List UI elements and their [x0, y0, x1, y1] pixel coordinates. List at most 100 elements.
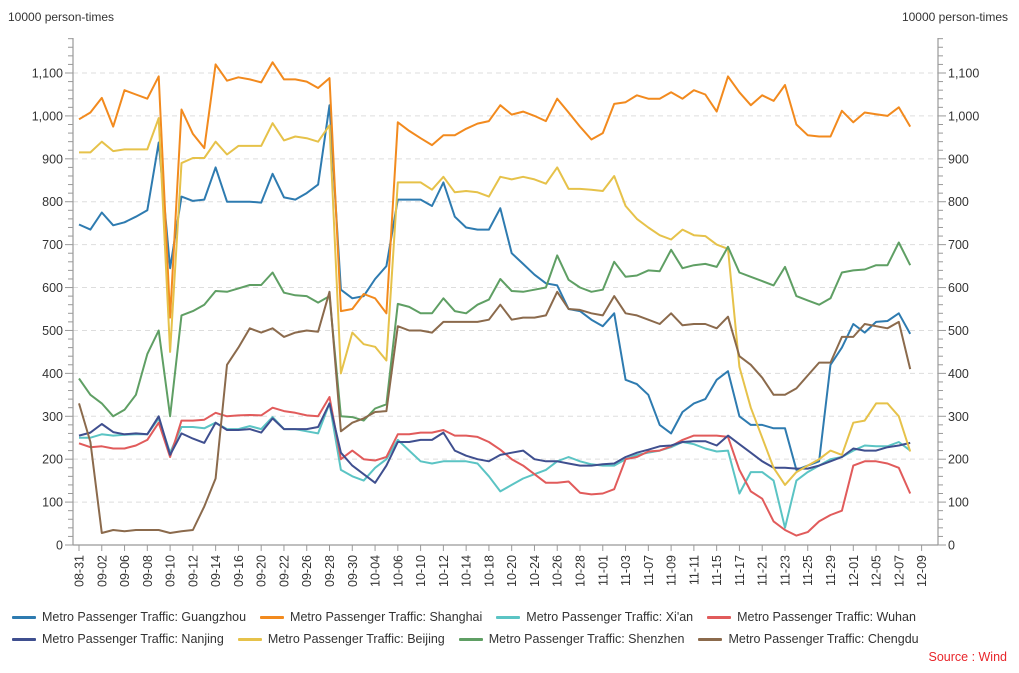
y-tick-label-left: 100	[42, 496, 63, 510]
x-tick-label: 12-07	[892, 555, 906, 587]
x-tick-label: 09-22	[277, 555, 291, 587]
x-tick-label: 10-10	[414, 555, 428, 587]
legend-item-wuhan[interactable]: Metro Passenger Traffic: Wuhan	[707, 610, 916, 624]
series-line-shenzhen	[78, 241, 912, 422]
series-line-shanghai	[78, 61, 912, 319]
legend-label: Metro Passenger Traffic: Guangzhou	[42, 610, 247, 624]
left-axis-unit-label: 10000 person-times	[8, 10, 115, 24]
legend-label: Metro Passenger Traffic: Xi'an	[526, 610, 694, 624]
y-tick-label-left: 0	[56, 539, 63, 553]
line-chart: 0 0 100 100 200 200 300 300 400 400 500 500 600 600 70…	[32, 38, 979, 587]
legend-swatch-xian	[496, 615, 521, 619]
y-tick-label-right: 700	[948, 238, 969, 252]
x-tick-label: 11-17	[733, 555, 747, 586]
y-tick-label-right: 200	[948, 453, 969, 467]
y-tick-label-right: 300	[948, 410, 969, 424]
axes: 0 0 100 100 200 200 300 300 400 400 500 500 600 600 70…	[32, 38, 979, 587]
x-tick-label: 11-21	[756, 555, 770, 586]
x-tick-label: 10-12	[437, 555, 451, 587]
legend: Metro Passenger Traffic: Guangzhou Metro…	[12, 606, 1012, 650]
x-tick-label: 09-20	[255, 555, 269, 587]
x-tick-label: 11-03	[619, 555, 633, 586]
x-tick-label: 09-16	[232, 555, 246, 587]
x-tick-label: 11-01	[596, 555, 610, 586]
y-tick-label-left: 500	[42, 324, 63, 338]
y-tick-label-right: 400	[948, 367, 969, 381]
x-tick-label: 12-05	[870, 555, 884, 587]
legend-item-shenzhen[interactable]: Metro Passenger Traffic: Shenzhen	[458, 632, 685, 646]
y-tick-label-left: 1,100	[32, 67, 63, 81]
legend-swatch-nanjing	[12, 637, 36, 641]
y-tick-label-right: 1,000	[948, 109, 979, 123]
legend-row-1: Metro Passenger Traffic: Guangzhou Metro…	[12, 606, 1012, 628]
legend-swatch-shenzhen	[458, 637, 483, 641]
y-tick-label-right: 600	[948, 281, 969, 295]
legend-label: Metro Passenger Traffic: Chengdu	[728, 632, 919, 646]
x-tick-label: 08-31	[73, 555, 87, 587]
x-tick-label: 09-26	[300, 555, 314, 587]
legend-row-2: Metro Passenger Traffic: Nanjing Metro P…	[12, 628, 1012, 650]
right-axis-unit-label: 10000 person-times	[901, 10, 1008, 24]
series-lines	[78, 61, 912, 537]
legend-swatch-guangzhou	[12, 615, 36, 619]
x-tick-label: 11-29	[824, 555, 838, 586]
source-note: Source : Wind	[928, 650, 1007, 664]
legend-label: Metro Passenger Traffic: Shenzhen	[488, 632, 685, 646]
series-line-guangzhou	[78, 104, 912, 471]
legend-item-beijing[interactable]: Metro Passenger Traffic: Beijing	[237, 632, 445, 646]
y-tick-label-right: 900	[948, 152, 969, 166]
series-line-beijing	[79, 117, 912, 486]
x-tick-label: 09-14	[209, 555, 223, 587]
x-tick-label: 12-01	[847, 555, 861, 587]
legend-swatch-shanghai	[260, 615, 285, 619]
y-tick-label-left: 600	[42, 281, 63, 295]
x-tick-label: 12-09	[915, 555, 929, 587]
legend-swatch-chengdu	[698, 637, 723, 641]
legend-item-nanjing[interactable]: Metro Passenger Traffic: Nanjing	[12, 632, 224, 646]
y-tick-label-right: 800	[948, 195, 969, 209]
x-tick-label: 09-02	[95, 555, 109, 587]
y-tick-label-left: 1,000	[32, 109, 63, 123]
x-tick-label: 09-08	[141, 555, 155, 587]
x-tick-label: 10-04	[369, 555, 383, 587]
y-tick-label-right: 1,100	[948, 67, 979, 81]
y-tick-label-left: 700	[42, 238, 63, 252]
legend-item-guangzhou[interactable]: Metro Passenger Traffic: Guangzhou	[12, 610, 246, 624]
y-tick-label-left: 200	[42, 453, 63, 467]
x-tick-label: 09-28	[323, 555, 337, 587]
y-tick-label-left: 800	[42, 195, 63, 209]
legend-label: Metro Passenger Traffic: Wuhan	[737, 610, 916, 624]
x-tick-label: 10-28	[574, 555, 588, 587]
x-tick-label: 09-12	[186, 555, 200, 587]
grid-lines	[73, 72, 938, 503]
legend-item-shanghai[interactable]: Metro Passenger Traffic: Shanghai	[260, 610, 482, 624]
x-tick-label: 10-20	[505, 555, 519, 587]
legend-swatch-beijing	[237, 637, 262, 641]
x-tick-label: 10-18	[482, 555, 496, 587]
x-tick-label: 10-14	[460, 555, 474, 587]
legend-label: Metro Passenger Traffic: Nanjing	[42, 632, 224, 646]
series-line-chengdu	[78, 290, 912, 534]
x-tick-label: 10-06	[391, 555, 405, 587]
legend-item-xian[interactable]: Metro Passenger Traffic: Xi'an	[496, 610, 693, 624]
x-tick-label: 11-11	[687, 555, 701, 585]
x-tick-label: 11-07	[642, 555, 656, 586]
y-tick-label-right: 100	[948, 496, 969, 510]
series-line-nanjing	[78, 402, 911, 484]
legend-item-chengdu[interactable]: Metro Passenger Traffic: Chengdu	[698, 632, 919, 646]
y-tick-label-right: 500	[948, 324, 969, 338]
y-tick-label-left: 300	[42, 410, 63, 424]
y-tick-label-left: 900	[42, 152, 63, 166]
x-tick-label: 10-24	[528, 555, 542, 587]
legend-label: Metro Passenger Traffic: Shanghai	[290, 610, 483, 624]
y-tick-label-right: 0	[948, 539, 955, 553]
x-tick-label: 11-09	[665, 555, 679, 586]
series-line-wuhan	[78, 396, 912, 537]
legend-swatch-wuhan	[707, 615, 732, 619]
x-tick-label: 11-23	[778, 555, 792, 586]
legend-label: Metro Passenger Traffic: Beijing	[267, 632, 445, 646]
x-tick-label: 09-06	[118, 555, 132, 587]
y-tick-label-left: 400	[42, 367, 63, 381]
x-tick-label: 09-30	[346, 555, 360, 587]
x-tick-label: 11-15	[710, 555, 724, 586]
